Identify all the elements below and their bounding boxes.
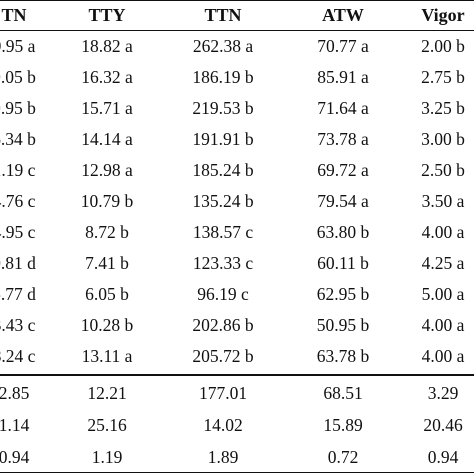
summary-cell: 1.89	[207, 447, 239, 467]
table-cell: 9.95 a	[0, 36, 36, 56]
table-cell: 185.24 b	[192, 160, 254, 180]
summary-separator-rule	[0, 374, 474, 376]
table-cell: 4.25 a	[421, 253, 465, 273]
table-row: 9.95 a 18.82 a 262.38 a 70.77 a 2.00 b	[0, 32, 474, 61]
summary-cell: 14.02	[203, 415, 243, 435]
table-cell: 71.64 a	[317, 98, 369, 118]
table-cell: 205.72 b	[192, 346, 254, 366]
table-cell: 3.50 a	[421, 191, 465, 211]
column-header-ttn: TTN	[204, 5, 242, 25]
header-rule	[0, 30, 474, 31]
summary-cell: 3.29	[427, 383, 459, 403]
column-header-vigor: Vigor	[421, 5, 465, 25]
table-cell: 138.57 c	[192, 222, 254, 242]
table-cell: 2.00 b	[421, 36, 465, 56]
table-cell: 63.78 b	[316, 346, 370, 366]
column-header-atw: ATW	[322, 5, 364, 25]
table-cell: 10.79 b	[80, 191, 134, 211]
table-row: 4.76 c 10.79 b 135.24 b 79.54 a 3.50 a	[0, 187, 474, 216]
table-cell: 4.00 a	[421, 315, 465, 335]
table-cell: 69.72 a	[317, 160, 369, 180]
table-bottom-rule	[0, 472, 474, 473]
table-cell: 13.11 a	[81, 346, 133, 366]
table-row: 3.43 c 10.28 b 202.86 b 50.95 b 4.00 a	[0, 311, 474, 340]
table-cell: 63.80 b	[316, 222, 370, 242]
table-cell: 191.91 b	[192, 129, 254, 149]
table-cell: 4.95 c	[0, 222, 36, 242]
table-cell: 5.77 d	[0, 284, 36, 304]
table-cell: 202.86 b	[192, 315, 254, 335]
table-cell: 96.19 c	[197, 284, 249, 304]
table-cell: 14.14 a	[81, 129, 133, 149]
table-cell: 8.72 b	[85, 222, 129, 242]
summary-row: 0.94 1.19 1.89 0.72 0.94	[0, 443, 474, 472]
table-cell: 3.00 b	[421, 129, 465, 149]
table-cell: 8.24 c	[0, 346, 36, 366]
table-cell: 4.00 a	[421, 222, 465, 242]
table-cell: 18.82 a	[81, 36, 133, 56]
summary-cell: 0.94	[427, 447, 459, 467]
summary-cell: 20.46	[423, 415, 463, 435]
table-cell: 219.53 b	[192, 98, 254, 118]
table-cell: 73.78 a	[317, 129, 369, 149]
summary-cell: 1.14	[0, 415, 30, 435]
column-header-tty: TTY	[88, 5, 126, 25]
table-cell: 9.95 b	[0, 98, 36, 118]
table-cell: 4.00 a	[421, 346, 465, 366]
summary-row: 1.14 25.16 14.02 15.89 20.46	[0, 411, 474, 440]
summary-cell: 68.51	[323, 383, 363, 403]
table-cell: 79.54 a	[317, 191, 369, 211]
table-row: 6.34 b 14.14 a 191.91 b 73.78 a 3.00 b	[0, 125, 474, 154]
summary-cell: 0.72	[327, 447, 359, 467]
summary-cell: 2.85	[0, 383, 30, 403]
table-cell: 70.77 a	[317, 36, 369, 56]
table-cell: 6.34 b	[0, 129, 36, 149]
table-row: 5.77 d 6.05 b 96.19 c 62.95 b 5.00 a	[0, 280, 474, 309]
table-cell: 123.33 c	[192, 253, 254, 273]
summary-cell: 1.19	[91, 447, 123, 467]
table-cell: 10.28 b	[80, 315, 134, 335]
summary-cell: 0.94	[0, 447, 30, 467]
table-header-row: TN TTY TTN ATW Vigor	[0, 1, 474, 30]
table-cell: 62.95 b	[316, 284, 370, 304]
table-cell: 135.24 b	[192, 191, 254, 211]
table-row: 8.24 c 13.11 a 205.72 b 63.78 b 4.00 a	[0, 342, 474, 371]
table-cell: 50.95 b	[316, 315, 370, 335]
table-cell: 7.41 b	[85, 253, 129, 273]
table-row: 0.81 d 7.41 b 123.33 c 60.11 b 4.25 a	[0, 249, 474, 278]
table-cell: 15.71 a	[81, 98, 133, 118]
summary-cell: 12.21	[87, 383, 127, 403]
table-cell: 2.75 b	[421, 67, 465, 87]
table-row: 9.95 b 15.71 a 219.53 b 71.64 a 3.25 b	[0, 94, 474, 123]
summary-cell: 25.16	[87, 415, 127, 435]
table-cell: 3.25 b	[421, 98, 465, 118]
table-cell: 5.00 a	[421, 284, 465, 304]
table-cell: 16.32 a	[81, 67, 133, 87]
table-cell: 186.19 b	[192, 67, 254, 87]
table-cell: 1.19 c	[0, 160, 36, 180]
summary-row: 2.85 12.21 177.01 68.51 3.29	[0, 379, 474, 408]
table-cell: 0.81 d	[0, 253, 36, 273]
table-cell: 85.91 a	[317, 67, 369, 87]
table-cell: 262.38 a	[192, 36, 254, 56]
table-cell: 12.98 a	[81, 160, 133, 180]
table-cell: 9.05 b	[0, 67, 36, 87]
table-top-rule	[0, 0, 474, 1]
table-cell: 6.05 b	[85, 284, 129, 304]
table-cell: 60.11 b	[317, 253, 369, 273]
summary-cell: 15.89	[323, 415, 363, 435]
summary-cell: 177.01	[198, 383, 248, 403]
table-row: 1.19 c 12.98 a 185.24 b 69.72 a 2.50 b	[0, 156, 474, 185]
table-cell: 4.76 c	[0, 191, 36, 211]
table-row: 9.05 b 16.32 a 186.19 b 85.91 a 2.75 b	[0, 63, 474, 92]
table-row: 4.95 c 8.72 b 138.57 c 63.80 b 4.00 a	[0, 218, 474, 247]
column-header-tn: TN	[1, 5, 27, 25]
table-cell: 2.50 b	[421, 160, 465, 180]
table-cell: 3.43 c	[0, 315, 36, 335]
